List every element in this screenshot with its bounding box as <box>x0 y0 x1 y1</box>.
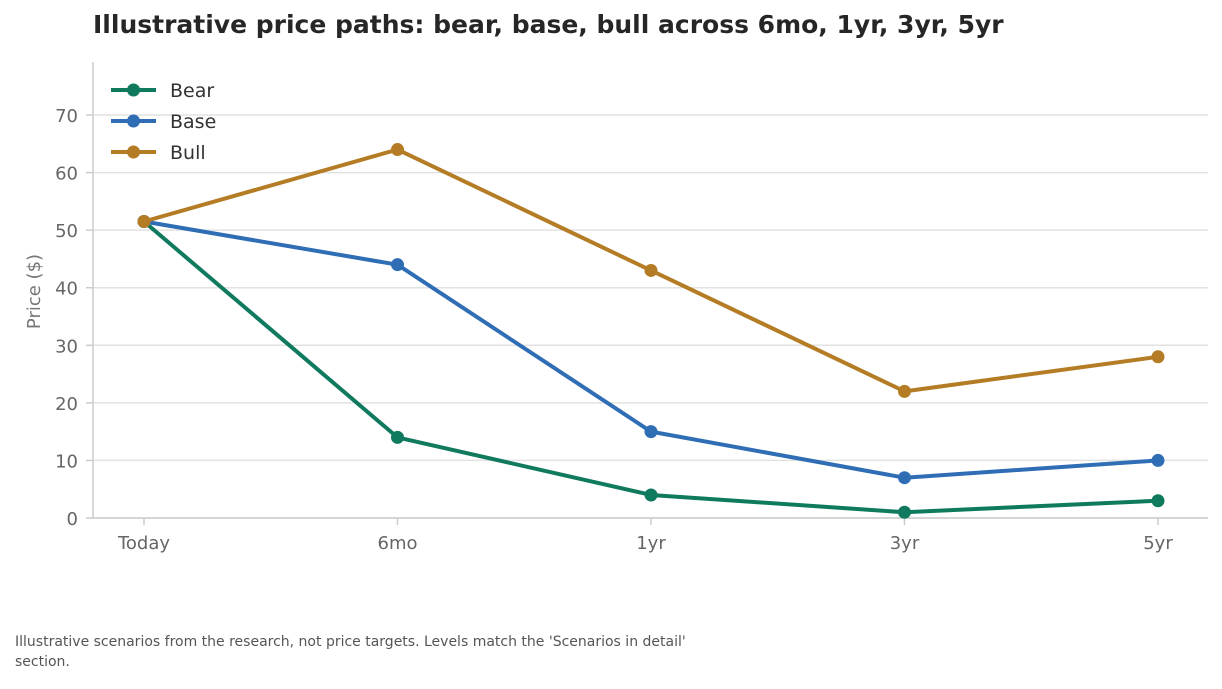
data-point-bull <box>898 384 911 398</box>
legend-label: Base <box>170 111 216 133</box>
y-tick-label: 70 <box>55 106 78 127</box>
data-point-base <box>898 471 911 485</box>
x-tick-label: 1yr <box>636 533 666 554</box>
legend: Bear Base Bull <box>111 80 216 164</box>
data-point-bull <box>391 143 404 157</box>
legend-item-base: Base <box>111 111 216 133</box>
y-tick-label: 30 <box>55 336 78 357</box>
legend-swatch-marker <box>127 114 140 128</box>
footnote: Illustrative scenarios from the research… <box>15 634 686 670</box>
y-tick-label: 0 <box>67 509 78 530</box>
series-bear <box>137 215 1165 519</box>
data-point-base <box>1151 453 1165 467</box>
y-tick-label: 50 <box>55 221 78 242</box>
data-point-bull <box>1151 350 1165 364</box>
y-tick-label: 40 <box>55 279 78 300</box>
data-point-bear <box>1151 494 1165 508</box>
series <box>137 143 1165 519</box>
y-tick-label: 10 <box>55 451 78 472</box>
line-chart: 0 10 20 30 40 50 60 70 Today 6mo 1yr 3yr 5yr Price (… <box>24 62 1208 554</box>
x-tick-label: 5yr <box>1143 533 1173 554</box>
data-point-bear <box>644 488 658 502</box>
legend-swatch-marker <box>127 145 140 159</box>
y-axis-title: Price ($) <box>24 254 45 329</box>
axes: 0 10 20 30 40 50 60 70 Today 6mo 1yr 3yr 5yr <box>55 62 1208 554</box>
data-point-bull <box>644 263 658 277</box>
y-tick-label: 60 <box>55 164 78 185</box>
legend-swatch-marker <box>127 83 140 97</box>
x-tick-label: 3yr <box>890 533 920 554</box>
data-point-bear <box>391 430 404 444</box>
series-bull <box>137 143 1165 398</box>
x-tick-label: Today <box>117 533 170 554</box>
x-tick-label: 6mo <box>378 533 418 554</box>
y-tick-label: 20 <box>55 394 78 415</box>
data-point-bull <box>137 215 151 229</box>
chart-title: Illustrative price paths: bear, base, bu… <box>93 10 1004 39</box>
legend-label: Bull <box>170 142 206 164</box>
legend-item-bull: Bull <box>111 142 206 164</box>
data-point-base <box>644 425 658 439</box>
data-point-bear <box>898 505 911 519</box>
data-point-base <box>391 258 404 272</box>
gridlines <box>93 114 1208 519</box>
legend-label: Bear <box>170 80 214 102</box>
legend-item-bear: Bear <box>111 80 214 102</box>
